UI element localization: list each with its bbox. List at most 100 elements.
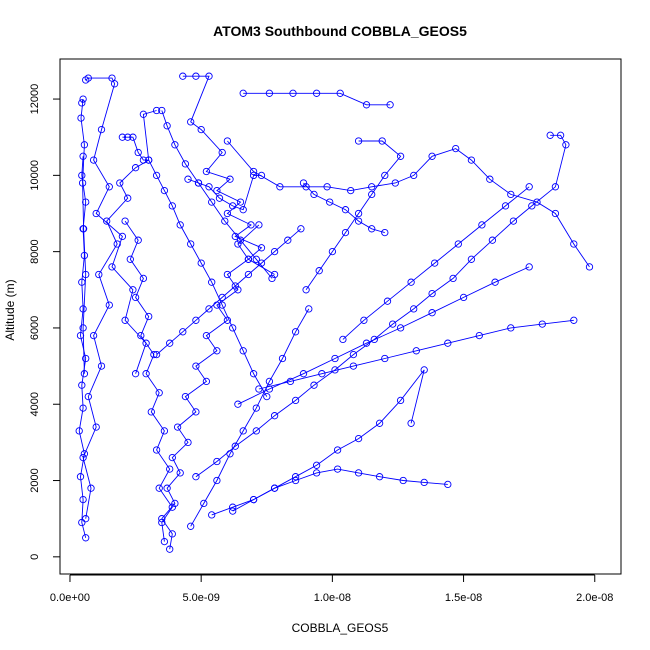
data-point bbox=[491, 278, 499, 286]
series-line bbox=[227, 140, 590, 268]
series-line bbox=[122, 136, 268, 397]
series-line bbox=[82, 110, 157, 519]
data-point bbox=[381, 228, 389, 237]
data-point bbox=[80, 141, 89, 149]
data-point bbox=[551, 209, 560, 218]
data-point bbox=[444, 339, 452, 347]
data-point bbox=[103, 217, 111, 225]
data-point bbox=[160, 186, 169, 195]
data-point bbox=[134, 148, 142, 157]
series-group bbox=[339, 183, 533, 344]
data-point bbox=[315, 267, 323, 275]
data-point bbox=[78, 99, 86, 107]
data-point bbox=[310, 190, 318, 199]
data-point bbox=[239, 206, 247, 214]
data-point bbox=[124, 194, 132, 202]
data-point bbox=[192, 408, 200, 416]
data-point bbox=[105, 183, 113, 191]
data-point bbox=[223, 270, 232, 279]
data-point bbox=[383, 297, 392, 305]
data-point bbox=[82, 354, 90, 363]
data-point bbox=[97, 125, 106, 134]
data-point bbox=[528, 202, 536, 210]
data-point bbox=[152, 446, 161, 454]
series-line bbox=[232, 369, 425, 512]
series-group bbox=[234, 263, 533, 408]
data-point bbox=[78, 381, 86, 389]
data-point bbox=[92, 423, 100, 431]
data-point bbox=[160, 427, 169, 435]
y-tick-label: 4000 bbox=[29, 392, 41, 416]
data-point bbox=[362, 101, 371, 109]
data-point bbox=[139, 274, 148, 283]
series-group bbox=[255, 316, 578, 393]
data-point bbox=[354, 434, 363, 443]
data-point bbox=[323, 183, 331, 191]
y-axis-label: Altitude (m) bbox=[3, 279, 17, 340]
data-point bbox=[205, 72, 213, 80]
data-point bbox=[354, 469, 363, 477]
data-point bbox=[533, 198, 541, 206]
series-line bbox=[303, 182, 385, 234]
data-point bbox=[257, 171, 266, 180]
data-point bbox=[145, 312, 153, 321]
data-point bbox=[268, 274, 276, 283]
data-point bbox=[236, 236, 245, 244]
series-group bbox=[158, 221, 263, 553]
series-group bbox=[223, 137, 594, 271]
data-point bbox=[155, 389, 163, 397]
data-point bbox=[213, 457, 221, 466]
data-point bbox=[507, 190, 515, 199]
data-point bbox=[124, 133, 132, 141]
x-tick-label: 1.5e-08 bbox=[445, 592, 482, 604]
data-point bbox=[349, 362, 358, 370]
data-point bbox=[420, 366, 428, 374]
data-point bbox=[84, 74, 92, 82]
series-group bbox=[239, 89, 394, 109]
data-point bbox=[360, 316, 368, 324]
data-point bbox=[501, 202, 510, 210]
data-point bbox=[192, 316, 200, 324]
data-point bbox=[399, 476, 407, 485]
data-point bbox=[78, 179, 87, 187]
data-point bbox=[118, 133, 127, 141]
data-point bbox=[160, 537, 169, 546]
series-group bbox=[229, 366, 428, 515]
data-point bbox=[328, 247, 337, 256]
data-point bbox=[176, 221, 184, 229]
data-point bbox=[331, 354, 339, 363]
data-point bbox=[249, 171, 258, 180]
data-point bbox=[168, 453, 176, 462]
data-point bbox=[488, 236, 497, 244]
data-point bbox=[556, 131, 565, 139]
data-point bbox=[147, 408, 155, 416]
data-point bbox=[255, 221, 263, 229]
data-point bbox=[179, 72, 187, 80]
data-point bbox=[80, 450, 89, 458]
data-point bbox=[249, 167, 258, 176]
series-line bbox=[124, 220, 173, 542]
data-point bbox=[118, 232, 127, 241]
data-point bbox=[202, 331, 211, 340]
data-point bbox=[475, 331, 483, 340]
series-group bbox=[75, 152, 90, 542]
data-point bbox=[184, 438, 192, 447]
data-point bbox=[244, 270, 253, 279]
y-tick-label: 8000 bbox=[29, 239, 41, 263]
data-point bbox=[108, 263, 116, 271]
series-group bbox=[121, 217, 176, 546]
data-point bbox=[270, 270, 279, 279]
series-line bbox=[161, 110, 273, 279]
data-point bbox=[229, 202, 237, 210]
data-point bbox=[349, 350, 358, 359]
data-point bbox=[428, 309, 436, 317]
data-point bbox=[420, 478, 428, 487]
series-group bbox=[192, 131, 570, 481]
data-point bbox=[341, 228, 350, 237]
y-tick-label: 2000 bbox=[29, 468, 41, 492]
series-group bbox=[158, 106, 276, 283]
data-point bbox=[234, 400, 242, 408]
series-line bbox=[190, 308, 310, 527]
data-point bbox=[368, 225, 376, 233]
data-point bbox=[176, 469, 184, 477]
